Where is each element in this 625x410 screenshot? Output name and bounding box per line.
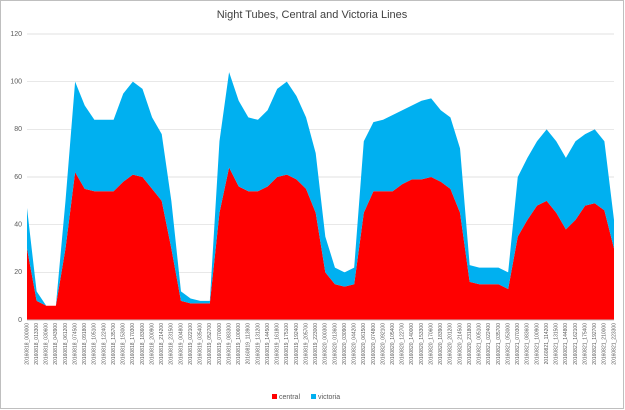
x-tick-label: 20160819_175100 <box>284 323 290 365</box>
x-tick-label: 20160818_135700 <box>111 323 117 365</box>
x-tick-label: 20160821_114200 <box>544 323 550 365</box>
x-tick-label: 20160818_105100 <box>92 323 98 365</box>
x-tick-label: 20160821_144800 <box>563 323 569 365</box>
x-tick-label: 20160819_083300 <box>226 323 232 365</box>
x-tick-label: 20160819_223000 <box>313 323 319 365</box>
x-tick-label: 20160819_144500 <box>265 323 271 365</box>
x-tick-label: 20160818_074500 <box>72 323 78 365</box>
x-tick-label: 20160818_153000 <box>121 323 127 365</box>
x-tick-label: 20160819_131200 <box>255 323 261 365</box>
x-tick-label: 20160820_231800 <box>467 323 473 365</box>
x-tick-label: 20160821_005100 <box>477 323 483 365</box>
x-tick-label: 20160820_000300 <box>323 323 329 365</box>
x-tick-label: 20160818_122400 <box>101 323 107 365</box>
legend-swatch <box>311 394 317 399</box>
x-tick-label: 20160820_074800 <box>371 323 377 365</box>
x-tick-label: 20160821_192700 <box>592 323 598 365</box>
x-tick-label: 20160820_044200 <box>352 323 358 365</box>
y-tick-label: 40 <box>14 222 22 229</box>
x-tick-label: 20160818_013300 <box>34 323 40 365</box>
x-tick-label: 20160821_162100 <box>573 323 579 365</box>
x-tick-label: 20160819_192400 <box>294 323 300 365</box>
x-tick-label: 20160821_100900 <box>534 323 540 365</box>
x-tick-label: 20160820_061500 <box>361 323 367 365</box>
x-tick-label: 20160818_214200 <box>159 323 165 365</box>
x-tick-label: 20160819_205700 <box>303 323 309 365</box>
x-tick-label: 20160820_122700 <box>400 323 406 365</box>
x-tick-label: 20160820_092100 <box>380 323 386 365</box>
x-tick-label: 20160821_131500 <box>554 323 560 365</box>
x-tick-label: 20160820_214500 <box>457 323 463 365</box>
legend-label: central <box>279 394 300 401</box>
y-tick-label: 20 <box>14 269 22 276</box>
x-tick-label: 20160819_022100 <box>188 323 194 365</box>
y-tick-label: 80 <box>14 126 22 133</box>
x-tick-label: 20160819_035400 <box>198 323 204 365</box>
x-tick-label: 20160818_030600 <box>44 323 50 365</box>
x-tick-label: 20160819_100600 <box>236 323 242 365</box>
x-tick-label: 20160818_170300 <box>130 323 136 365</box>
x-tick-label: 20160820_183900 <box>438 323 444 365</box>
legend-label: victoria <box>318 394 340 401</box>
x-tick-label: 20160818_000000 <box>24 323 30 365</box>
x-tick-label: 20160818_183600 <box>140 323 146 365</box>
y-tick-label: 60 <box>14 174 22 181</box>
x-tick-label: 20160820_170600 <box>428 323 434 365</box>
x-tick-label: 20160820_030900 <box>342 323 348 365</box>
x-tick-label: 20160821_070300 <box>515 323 521 365</box>
x-tick-label: 20160821_210000 <box>602 323 608 365</box>
x-tick-label: 20160818_061200 <box>63 323 69 365</box>
x-tick-label: 20160819_113900 <box>246 323 252 365</box>
x-tick-label: 20160819_070000 <box>217 323 223 365</box>
x-tick-label: 20160821_035700 <box>496 323 502 365</box>
chart-title: Night Tubes, Central and Victoria Lines <box>217 9 408 21</box>
area <box>27 167 614 320</box>
x-tick-label: 20160821_053000 <box>505 323 511 365</box>
x-tick-label: 20160819_161800 <box>275 323 281 365</box>
legend-swatch <box>272 394 277 399</box>
x-tick-label: 20160820_201200 <box>448 323 454 365</box>
x-tick-label: 20160818_231500 <box>169 323 175 365</box>
x-tick-label: 20160818_200900 <box>149 323 155 365</box>
x-tick-label: 20160821_022400 <box>486 323 492 365</box>
x-tick-label: 20160818_043900 <box>53 323 59 365</box>
x-tick-label: 20160821_175400 <box>582 323 588 365</box>
x-tick-label: 20160820_013600 <box>332 323 338 365</box>
x-tick-label: 20160819_004800 <box>178 323 184 365</box>
x-tick-label: 20160820_153300 <box>419 323 425 365</box>
x-tick-label: 20160821_223300 <box>611 323 617 365</box>
x-tick-label: 20160820_105400 <box>390 323 396 365</box>
y-tick-label: 0 <box>18 317 22 324</box>
area <box>27 72 614 306</box>
y-tick-label: 100 <box>10 79 22 86</box>
y-tick-label: 120 <box>10 31 22 38</box>
x-tick-label: 20160820_140000 <box>409 323 415 365</box>
x-tick-label: 20160821_083600 <box>525 323 531 365</box>
x-tick-label: 20160819_052700 <box>207 323 213 365</box>
x-tick-label: 20160818_091800 <box>82 323 88 365</box>
